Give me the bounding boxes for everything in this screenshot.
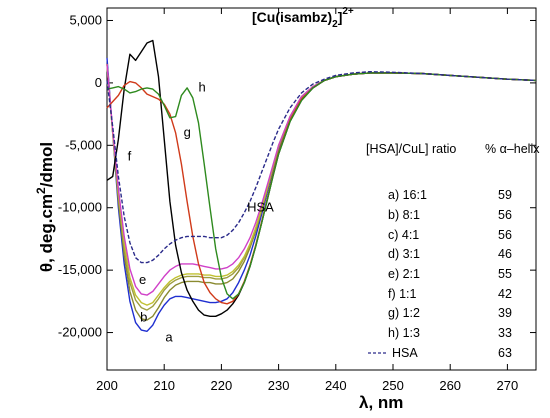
y-axis-title-main: θ, deg.cm [37,194,56,272]
series-line-a [106,57,537,332]
legend-header-helix: % α–helix [485,142,540,156]
legend-helix-value: 56 [498,208,512,222]
y-tick-label: 5,000 [69,12,102,27]
legend-ratio: b) 8:1 [388,208,420,222]
curve-label-b: b [140,309,147,324]
y-tick-label: -10,000 [58,200,102,215]
chart-title-close: ] [338,9,343,25]
series-line-c [106,64,537,311]
curve-label-f: f [128,148,132,163]
legend-helix-value: 39 [498,306,512,320]
y-tick-label: -20,000 [58,325,102,340]
series-line-b [106,64,537,321]
plot-area [106,7,537,371]
series-line-e [106,64,537,296]
curve-label-hsa: HSA [247,199,274,214]
curve-label-h: h [199,80,206,95]
series-group [106,39,537,332]
series-line-h [106,72,537,300]
x-tick-label: 240 [325,378,347,393]
chart-title-sup: 2+ [342,6,354,17]
legend-helix-value: 46 [498,247,512,261]
legend-helix-value: 56 [498,228,512,242]
legend-helix-value: 42 [498,287,512,301]
y-tick-label: 0 [95,75,102,90]
curve-label-e: e [139,272,146,287]
legend-helix-value: 55 [498,267,512,281]
x-tick-label: 250 [382,378,404,393]
plot-frame [106,7,537,371]
legend-helix-value: 59 [498,188,512,202]
legend: [HSA]/CuL] ratio % α–helix a) 16:1 59 b) 8… [366,142,540,360]
y-axis-title-sup: 2 [34,187,48,194]
x-axis-title: λ, nm [359,393,403,412]
x-tick-label: 200 [96,378,118,393]
legend-ratio: h) 1:3 [388,326,420,340]
y-tick-label: -5,000 [65,137,102,152]
chart-title: [Cu(isambz)2]2+ [252,6,354,30]
legend-ratio: f) 1:1 [388,287,417,301]
legend-ratio: HSA [392,346,418,360]
legend-ratio: d) 3:1 [388,247,420,261]
series-line-hsa [106,71,537,264]
y-axis-title: θ, deg.cm2/dmol [34,142,56,272]
curve-label-a: a [165,329,173,344]
axis-ticks: 200 210 220 230 240 250 260 270 5,000 0 -5,000 -10,… [58,8,536,393]
curve-label-g: g [184,125,191,140]
x-tick-label: 230 [268,378,290,393]
legend-ratio: c) 4:1 [388,228,419,242]
legend-ratio: g) 1:2 [388,306,420,320]
chart-title-main: [Cu(isambz) [252,9,332,25]
legend-header-ratio: [HSA]/CuL] ratio [366,142,456,156]
x-tick-label: 220 [211,378,233,393]
x-tick-label: 210 [153,378,175,393]
y-tick-label: -15,000 [58,262,102,277]
legend-helix-value: 63 [498,346,512,360]
x-tick-label: 260 [439,378,461,393]
legend-ratio: a) 16:1 [388,188,427,202]
legend-ratio: e) 2:1 [388,267,420,281]
y-axis-title-end: /dmol [37,142,56,187]
curve-labels: a b e f g h HSA [128,80,275,345]
chart-title-sub: 2 [332,19,338,30]
legend-helix-value: 33 [498,326,512,340]
x-tick-label: 270 [497,378,519,393]
